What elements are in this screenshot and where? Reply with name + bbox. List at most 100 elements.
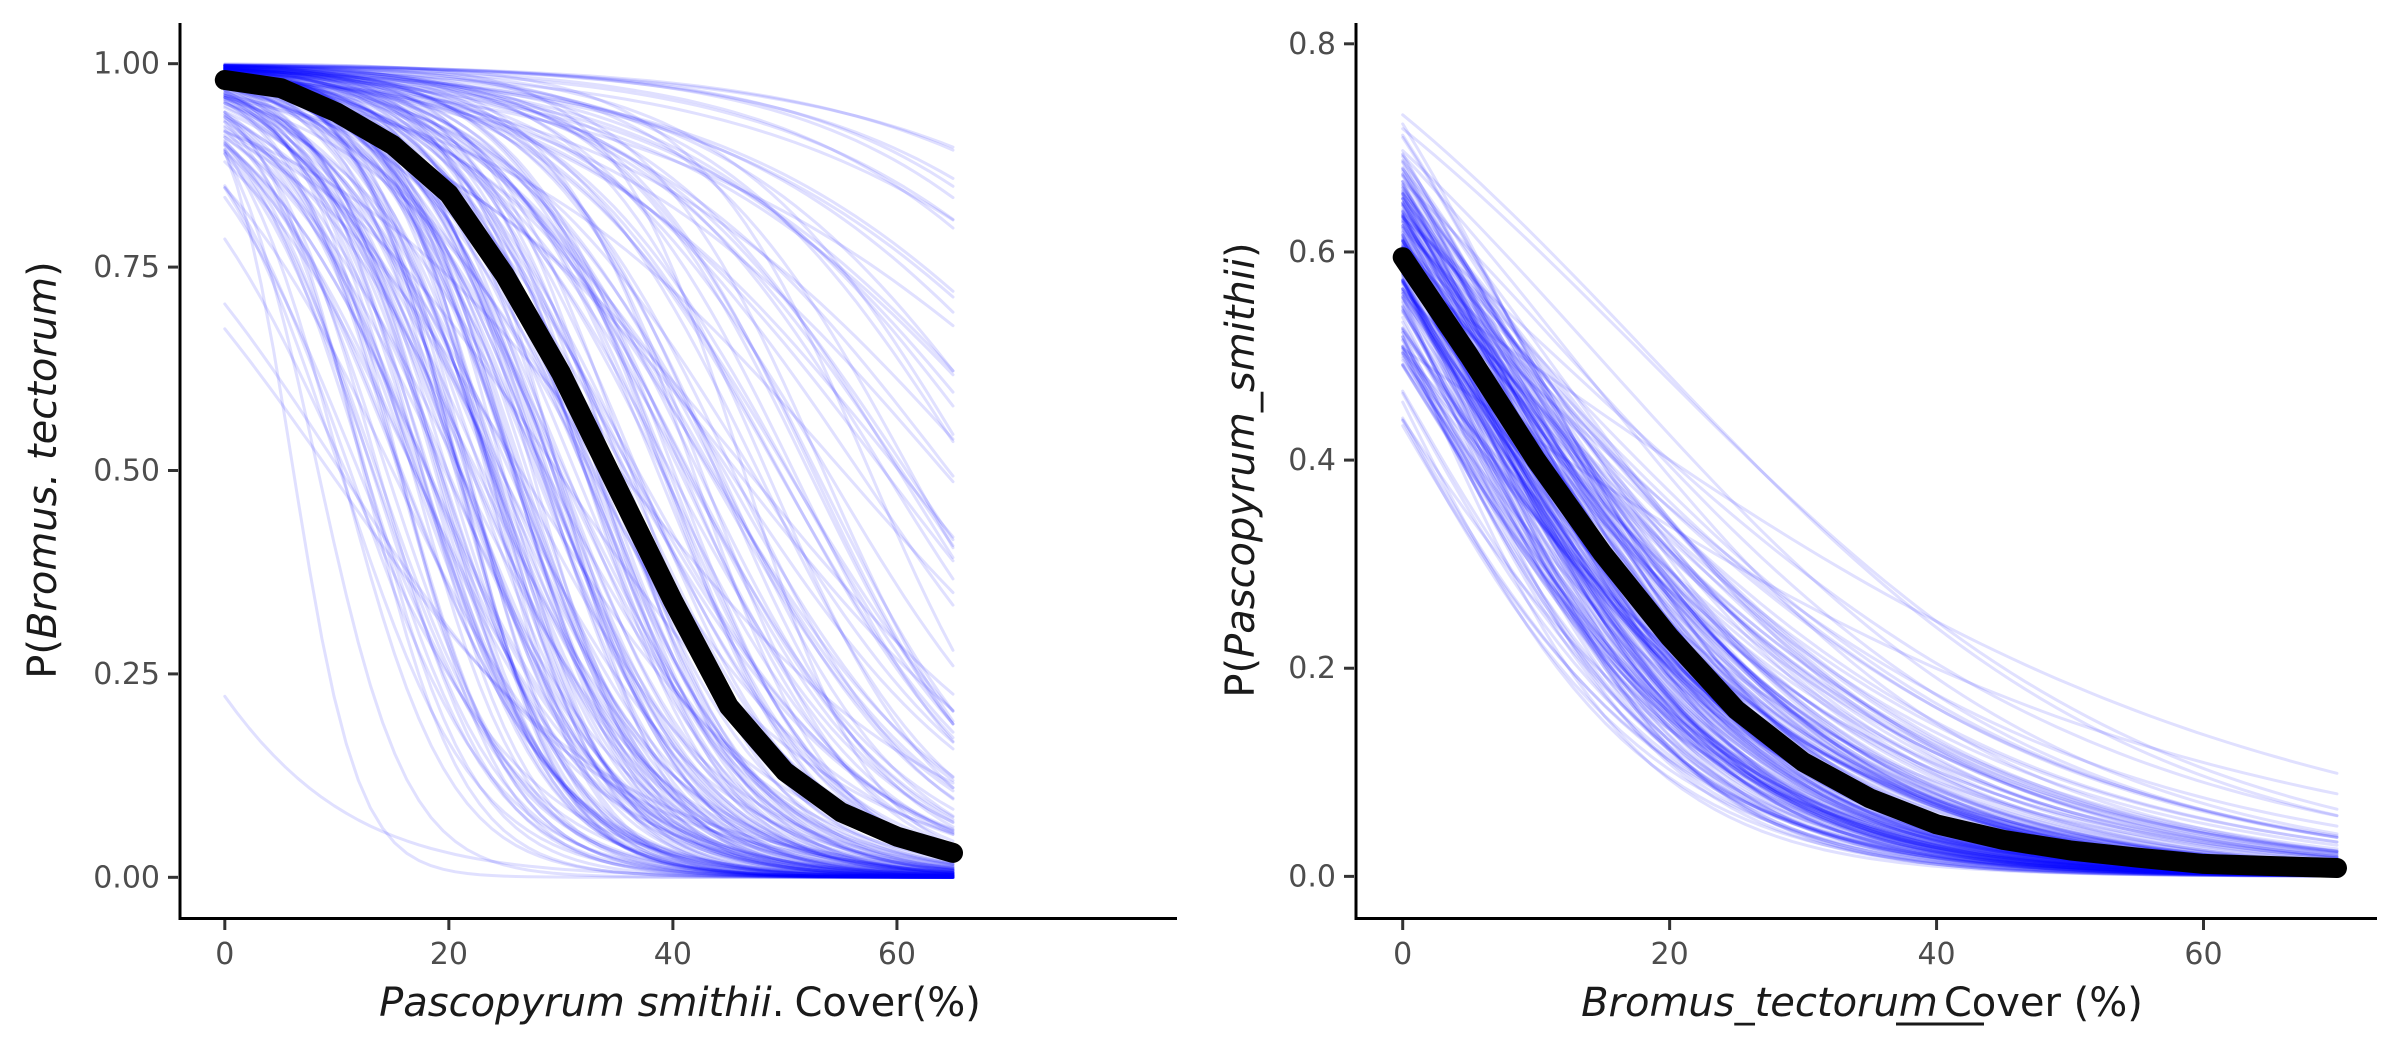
- right-posterior-draw-line: [1401, 262, 2339, 847]
- left-posterior-draw-line: [223, 67, 955, 740]
- left-posterior-draw-line: [223, 67, 955, 726]
- left-posterior-draw-line: [223, 93, 955, 874]
- right-posterior-draw-line: [1401, 252, 2339, 878]
- left-posterior-draw-line: [223, 195, 955, 879]
- right-posterior-draw-line: [1401, 274, 2339, 878]
- left-posterior-draw-line: [223, 70, 955, 713]
- right-posterior-draw-line: [1401, 149, 2339, 836]
- right-posterior-draw-line: [1401, 299, 2339, 878]
- left-posterior-draw-line: [223, 110, 955, 867]
- left-posterior-draw-line: [223, 96, 955, 696]
- left-posterior-draw-line: [223, 65, 955, 876]
- right-y-tick-label: 0.4: [1288, 443, 1336, 478]
- left-posterior-draw-line: [223, 66, 955, 408]
- left-posterior-draw-line: [223, 72, 955, 836]
- left-posterior-draw-line: [223, 62, 955, 848]
- right-posterior-draw-line: [1401, 197, 2339, 863]
- left-posterior-draw-line: [223, 120, 955, 879]
- left-posterior-draw-line: [223, 128, 955, 879]
- left-posterior-draw-line: [223, 327, 955, 869]
- left-posterior-draw-line: [223, 64, 955, 857]
- left-posterior-draw-line: [223, 70, 955, 825]
- left-posterior-draw-line: [223, 64, 955, 790]
- right-posterior-draw-line: [1401, 213, 2339, 878]
- left-posterior-draw-line: [223, 148, 955, 879]
- left-posterior-draw-line: [223, 63, 955, 550]
- left-panel: 0 20 40 60 0.00 0.25 0.50 0.75 1.00 Pascopyrum s…: [20, 23, 1177, 1026]
- left-posterior-draw-line: [223, 68, 955, 293]
- left-posterior-draw-line: [223, 69, 955, 834]
- right-posterior-draw-line: [1401, 279, 2339, 877]
- left-posterior-draw-line: [223, 135, 955, 873]
- left-posterior-draw-line: [223, 66, 955, 843]
- left-posterior-draw-line: [223, 64, 955, 726]
- left-posterior-draw-line: [223, 237, 955, 878]
- left-posterior-draw-line: [223, 115, 955, 879]
- left-posterior-draw-line: [223, 72, 955, 782]
- left-posterior-draw-line: [223, 65, 955, 829]
- left-posterior-draw-line: [223, 160, 955, 876]
- right-x-tick-label: 0: [1393, 937, 1412, 972]
- left-posterior-draw-line: [223, 143, 955, 876]
- left-posterior-draw-line: [223, 74, 955, 744]
- left-posterior-draw-line: [223, 68, 955, 866]
- left-posterior-draw-line: [223, 85, 955, 865]
- left-posterior-draw-line: [223, 66, 955, 581]
- right-posterior-draw-line: [1401, 189, 2339, 866]
- right-posterior-draw-line: [1401, 287, 2339, 853]
- left-posterior-draw-line: [223, 184, 955, 879]
- right-posterior-draw-line: [1401, 242, 2339, 838]
- right-posterior-draw-line: [1401, 228, 2339, 839]
- left-posterior-draw-line: [223, 65, 955, 872]
- left-posterior-draw-line: [223, 73, 955, 851]
- left-posterior-draw-line: [223, 78, 955, 779]
- left-posterior-draw-line: [223, 135, 955, 875]
- left-posterior-draw-line: [223, 70, 955, 478]
- left-y-tick-label: 0.75: [93, 250, 160, 285]
- left-posterior-draw-line: [223, 115, 955, 879]
- right-y-tick-label: 0.6: [1288, 235, 1336, 270]
- left-posterior-draw-line: [223, 63, 955, 180]
- left-posterior-draw-line: [223, 95, 955, 874]
- right-posterior-draw-line: [1401, 265, 2339, 854]
- left-posterior-draw-line: [223, 63, 955, 858]
- left-posterior-draw-line: [223, 100, 955, 879]
- left-posterior-draw-line: [223, 74, 955, 793]
- right-posterior-draw-line: [1401, 190, 2339, 859]
- right-posterior-draw-line: [1401, 334, 2339, 878]
- right-posterior-draw-line: [1401, 239, 2339, 877]
- left-posterior-draw-line: [223, 64, 955, 230]
- right-posterior-draw-line: [1401, 153, 2339, 853]
- left-posterior-draw-line: [223, 75, 955, 441]
- right-y-tick-label: 0.2: [1288, 651, 1336, 686]
- left-posterior-draw-line: [223, 151, 955, 879]
- left-posterior-draw-line: [223, 66, 955, 818]
- right-y-axis-title: P(Pascopyrum_smithii): [1218, 242, 1264, 697]
- left-posterior-draw-line: [223, 94, 955, 876]
- left-posterior-draw-line: [223, 65, 955, 221]
- left-posterior-draw-line: [223, 120, 955, 877]
- right-y-tick-label: 0.0: [1288, 859, 1336, 894]
- left-posterior-draw-line: [223, 78, 955, 878]
- left-posterior-draw-line: [223, 75, 955, 879]
- left-posterior-draw-line: [223, 65, 955, 559]
- left-posterior-draw-line: [223, 73, 955, 563]
- left-posterior-draw-line: [223, 124, 955, 872]
- left-posterior-draw-line: [223, 116, 955, 869]
- left-posterior-draw-line: [223, 82, 955, 879]
- left-posterior-draw-line: [223, 64, 955, 149]
- right-posterior-draw-line: [1401, 295, 2339, 878]
- right-posterior-draw-line: [1401, 267, 2339, 877]
- left-posterior-draw-line: [223, 64, 955, 726]
- left-posterior-draw-line: [223, 77, 955, 877]
- right-posterior-draw-line: [1401, 216, 2339, 877]
- right-posterior-draw-line: [1401, 238, 2339, 877]
- left-posterior-draw-line: [223, 104, 955, 876]
- left-posterior-draw-line: [223, 89, 955, 879]
- right-posterior-draw-line: [1401, 287, 2339, 860]
- right-posterior-draw-line: [1401, 243, 2339, 857]
- right-posterior-draw-line: [1401, 230, 2339, 866]
- right-posterior-draw-line: [1401, 209, 2339, 855]
- left-posterior-draw-line: [223, 70, 955, 373]
- right-mean-line: [1392, 247, 2347, 878]
